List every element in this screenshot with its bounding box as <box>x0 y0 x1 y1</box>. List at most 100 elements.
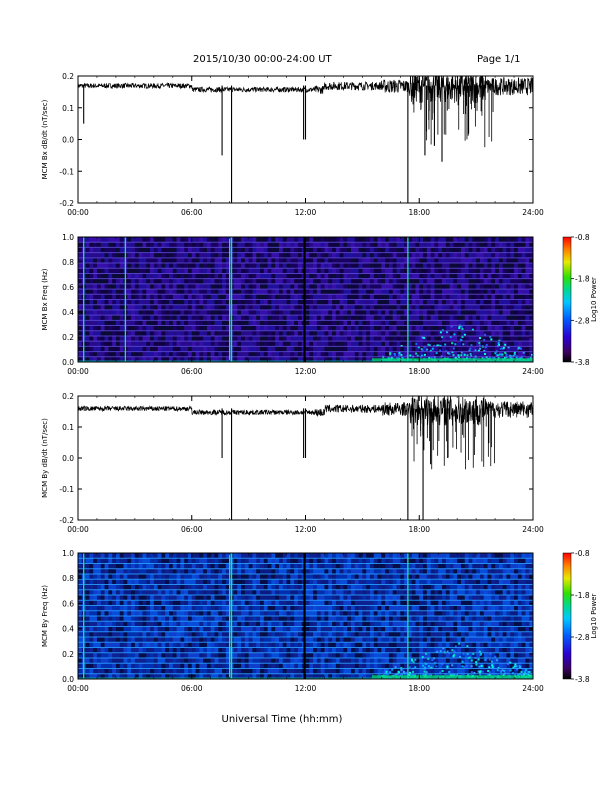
spectrogram-cell <box>263 605 269 612</box>
spectrogram-cell <box>271 335 276 342</box>
spectrogram-cell <box>282 294 288 300</box>
spectrogram-cell <box>252 257 257 264</box>
spectrogram-cell <box>362 341 367 347</box>
spectrogram-cell <box>237 589 242 596</box>
spectrogram-cell <box>161 652 166 659</box>
spectrogram-cell <box>263 563 269 570</box>
spectrogram-cell <box>411 315 416 321</box>
spectrogram-cell <box>358 351 363 358</box>
spectrogram-cell <box>206 668 212 675</box>
spectrogram-cell <box>237 268 242 274</box>
spectrogram-cell <box>423 273 428 280</box>
spectrogram-cell <box>498 242 504 248</box>
spectrogram-cell <box>78 668 83 675</box>
spectrogram-cell <box>332 356 337 362</box>
spectrogram-cell <box>267 325 272 332</box>
spectrogram-cell <box>222 242 227 248</box>
spectrogram-cell <box>89 346 94 353</box>
spectrogram-cell <box>165 637 170 643</box>
spectrogram-cell <box>210 278 215 285</box>
spectrogram-cell <box>271 673 276 679</box>
spectrogram-cell <box>127 605 132 612</box>
spectrogram-cell <box>248 273 253 280</box>
spectrogram-cell <box>150 563 155 570</box>
spectrogram-cell <box>290 263 295 269</box>
spectrogram-cell <box>366 335 371 342</box>
spectrogram-cell <box>256 247 261 254</box>
spectrogram-cell <box>206 263 212 269</box>
spectrogram-cell <box>313 257 318 264</box>
spectrogram-cell <box>415 242 420 248</box>
spectrogram-cell <box>286 263 291 269</box>
spectrogram-cell <box>248 668 253 675</box>
spectrogram-cell <box>521 252 526 259</box>
spectrogram-cell <box>134 304 140 311</box>
spectrogram-cell <box>271 563 276 570</box>
spectrogram-cell <box>165 626 170 633</box>
spectrogram-cell <box>438 278 443 285</box>
spectrogram-cell <box>419 252 424 259</box>
spectrogram-cell <box>426 263 432 269</box>
spectrogram-cell <box>172 273 178 280</box>
spectrogram-cell <box>426 283 432 290</box>
spectrogram-cell <box>108 663 113 669</box>
spectrogram-cell <box>282 574 288 580</box>
spectrogram-cell <box>161 257 166 264</box>
spectrogram-cell <box>85 558 90 564</box>
spectrogram-cell <box>396 257 401 264</box>
spectrogram-cell <box>100 237 106 243</box>
spectrogram-cell <box>112 278 117 285</box>
spectrogram-cell <box>324 320 329 327</box>
spectrogram-cell <box>385 273 390 280</box>
spectrogram-cell <box>138 263 143 269</box>
spectrogram-cell <box>282 642 288 648</box>
spectrogram-cell <box>445 278 451 285</box>
spectrogram-cell <box>115 558 121 564</box>
spectrogram-cell <box>96 320 102 327</box>
spectrogram-cell <box>244 257 250 264</box>
spectrogram-cell <box>351 263 356 269</box>
spectrogram-cell <box>396 341 401 347</box>
spectrogram-cell <box>150 247 155 254</box>
spectrogram-cell <box>146 283 151 290</box>
spectrogram-cell <box>529 289 533 295</box>
spectrogram-cell <box>351 289 356 295</box>
spectrogram-cell <box>430 257 435 264</box>
spectrogram-cell <box>100 351 106 358</box>
spectrogram-activity <box>504 343 507 346</box>
spectrogram-cell <box>187 579 193 585</box>
spectrogram-cell <box>324 304 329 311</box>
spectrogram-cell <box>191 605 197 612</box>
spectrogram-cell <box>294 320 299 327</box>
spectrogram-cell <box>203 574 208 580</box>
spectrogram-cell <box>316 351 322 358</box>
spectrogram-cell <box>165 563 170 570</box>
spectrogram-cell <box>377 299 382 306</box>
spectrogram-cell <box>415 304 420 311</box>
spectrogram-cell <box>525 294 530 300</box>
spectrogram-cell <box>150 351 155 358</box>
waveform-panel: 00:00 06:00 12:00 18:00 24:00-0.2-0.10.00.10… <box>41 72 544 217</box>
spectrogram-cell <box>278 600 284 606</box>
spectrogram-cell <box>184 579 189 585</box>
spectrogram-cell <box>172 268 178 274</box>
spectrogram-cell <box>517 341 523 347</box>
spectrogram-cell <box>271 579 276 585</box>
spectrogram-cell <box>115 341 121 347</box>
spectrogram-cell <box>237 568 242 575</box>
spectrogram-cell <box>495 283 500 290</box>
spectrogram-cell <box>233 252 238 259</box>
spectrogram-cell <box>260 315 265 321</box>
spectrogram-cell <box>369 309 375 316</box>
spectrogram-activity <box>439 349 442 352</box>
spectrogram-cell <box>176 283 181 290</box>
spectrogram-cell <box>169 304 174 311</box>
spectrogram-cell <box>199 325 204 332</box>
spectrogram-cell <box>112 320 117 327</box>
spectrogram-cell <box>115 289 121 295</box>
spectrogram-cell <box>180 278 185 285</box>
spectrogram-cell <box>354 351 360 358</box>
spectrogram-cell <box>191 637 197 643</box>
spectrogram-activity <box>479 337 482 340</box>
spectrogram-cell <box>472 268 477 274</box>
